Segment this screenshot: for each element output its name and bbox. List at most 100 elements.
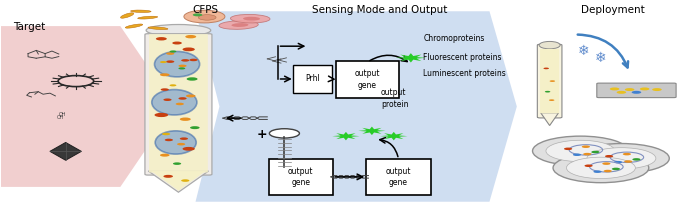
- Circle shape: [181, 179, 189, 182]
- Circle shape: [591, 151, 599, 153]
- Circle shape: [166, 52, 174, 55]
- Circle shape: [616, 91, 626, 94]
- Circle shape: [614, 161, 622, 163]
- Text: Fluorescent proteins: Fluorescent proteins: [423, 53, 501, 62]
- Circle shape: [532, 136, 628, 166]
- FancyBboxPatch shape: [149, 34, 208, 173]
- Circle shape: [566, 157, 636, 178]
- Circle shape: [164, 175, 173, 178]
- Ellipse shape: [148, 27, 168, 30]
- Circle shape: [179, 137, 188, 140]
- Circle shape: [632, 158, 640, 161]
- Text: protein: protein: [381, 100, 408, 109]
- Ellipse shape: [152, 90, 197, 115]
- Circle shape: [184, 10, 225, 23]
- Circle shape: [160, 61, 167, 63]
- Polygon shape: [380, 132, 408, 140]
- Polygon shape: [358, 127, 386, 135]
- Circle shape: [198, 15, 216, 20]
- Text: ❄: ❄: [577, 45, 589, 59]
- Circle shape: [161, 88, 169, 91]
- Circle shape: [582, 145, 590, 148]
- Text: output
gene: output gene: [355, 69, 380, 90]
- Text: ❄: ❄: [595, 51, 606, 65]
- Circle shape: [178, 65, 186, 67]
- Polygon shape: [50, 142, 82, 160]
- Text: output: output: [381, 88, 406, 97]
- Circle shape: [179, 118, 190, 121]
- Circle shape: [182, 47, 195, 51]
- FancyBboxPatch shape: [597, 83, 676, 98]
- Circle shape: [612, 168, 620, 170]
- Ellipse shape: [539, 42, 560, 49]
- FancyBboxPatch shape: [145, 34, 212, 175]
- Circle shape: [170, 50, 176, 53]
- Ellipse shape: [230, 14, 270, 23]
- Circle shape: [160, 73, 170, 76]
- Polygon shape: [151, 171, 205, 191]
- Circle shape: [625, 88, 634, 91]
- Circle shape: [173, 42, 182, 45]
- Text: output
gene: output gene: [288, 167, 314, 187]
- Text: Chromoproteins: Chromoproteins: [423, 34, 484, 43]
- Ellipse shape: [155, 131, 196, 154]
- Circle shape: [584, 164, 593, 167]
- Circle shape: [546, 140, 615, 162]
- Polygon shape: [1, 26, 175, 187]
- Circle shape: [610, 88, 619, 90]
- Circle shape: [549, 99, 554, 101]
- Circle shape: [186, 77, 197, 81]
- Text: OH: OH: [59, 112, 66, 117]
- Circle shape: [177, 143, 185, 145]
- Ellipse shape: [121, 13, 134, 18]
- Circle shape: [545, 91, 550, 92]
- Ellipse shape: [146, 24, 211, 36]
- Circle shape: [173, 162, 181, 165]
- Circle shape: [165, 139, 173, 141]
- Circle shape: [189, 59, 197, 61]
- Circle shape: [549, 80, 555, 82]
- Text: CFPS: CFPS: [192, 5, 219, 15]
- Circle shape: [178, 97, 186, 100]
- FancyBboxPatch shape: [269, 159, 333, 195]
- Circle shape: [623, 153, 631, 155]
- Circle shape: [593, 170, 601, 173]
- Circle shape: [182, 147, 195, 151]
- Text: output
gene: output gene: [386, 167, 411, 187]
- Ellipse shape: [138, 16, 158, 19]
- Circle shape: [269, 129, 299, 138]
- Text: Deployment: Deployment: [581, 5, 645, 15]
- Polygon shape: [396, 53, 426, 62]
- Circle shape: [605, 155, 613, 157]
- Circle shape: [170, 84, 176, 86]
- FancyBboxPatch shape: [336, 61, 399, 98]
- Ellipse shape: [219, 21, 258, 29]
- Circle shape: [553, 153, 649, 183]
- Circle shape: [181, 59, 189, 62]
- Circle shape: [602, 162, 610, 165]
- Circle shape: [624, 160, 632, 163]
- FancyBboxPatch shape: [366, 159, 431, 195]
- Circle shape: [652, 88, 662, 91]
- Circle shape: [632, 91, 641, 94]
- Circle shape: [162, 133, 171, 135]
- Circle shape: [166, 60, 174, 63]
- Text: Luminescent proteins: Luminescent proteins: [423, 69, 506, 78]
- Circle shape: [573, 154, 581, 156]
- Circle shape: [156, 37, 167, 40]
- Circle shape: [186, 94, 195, 97]
- Circle shape: [178, 67, 185, 69]
- Ellipse shape: [232, 23, 249, 27]
- Ellipse shape: [155, 52, 199, 77]
- FancyBboxPatch shape: [540, 49, 559, 113]
- FancyBboxPatch shape: [292, 65, 332, 93]
- Ellipse shape: [125, 24, 142, 28]
- Text: +: +: [256, 128, 267, 141]
- Circle shape: [587, 148, 656, 169]
- Text: Sensing Mode and Output: Sensing Mode and Output: [312, 5, 448, 15]
- Text: Target: Target: [13, 22, 45, 32]
- FancyBboxPatch shape: [537, 44, 562, 118]
- Circle shape: [573, 144, 669, 173]
- Ellipse shape: [131, 10, 151, 13]
- Circle shape: [603, 170, 612, 172]
